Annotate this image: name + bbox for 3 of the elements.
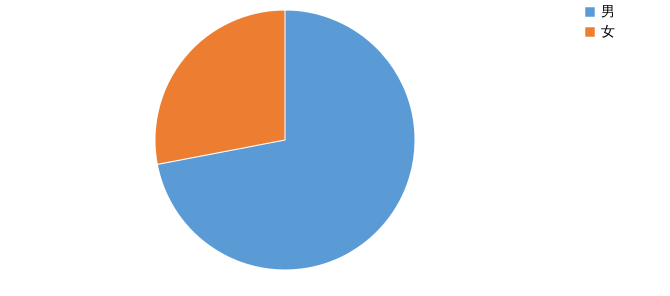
legend-label: 男 bbox=[601, 4, 615, 20]
pie-slice bbox=[156, 10, 416, 270]
legend-label: 女 bbox=[601, 24, 615, 40]
